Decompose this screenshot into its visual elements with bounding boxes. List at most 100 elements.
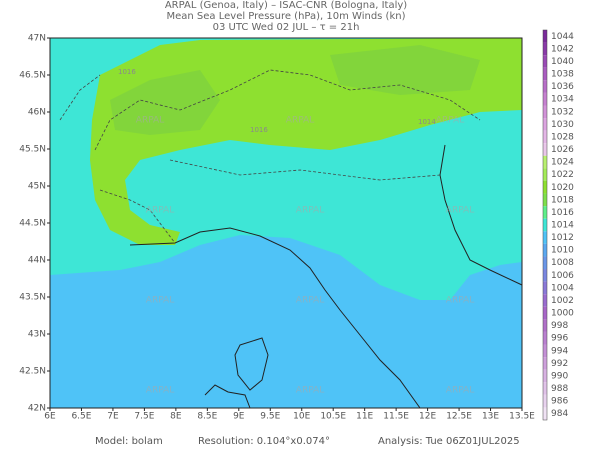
- colorbar-swatch: [543, 55, 547, 68]
- colorbar-frame: [542, 29, 548, 421]
- colorbar-swatch: [543, 344, 547, 358]
- y-tick-label: 42.5N: [19, 367, 46, 377]
- header: ARPAL (Genoa, Italy) – ISAC-CNR (Bologna…: [165, 0, 407, 33]
- x-tick-label: 12.5E: [446, 412, 472, 422]
- colorbar-swatch: [543, 331, 547, 345]
- header-line: ARPAL (Genoa, Italy) – ISAC-CNR (Bologna…: [165, 0, 407, 11]
- colorbar-swatch: [543, 118, 547, 131]
- x-tick-label: 6.5E: [71, 412, 91, 422]
- colorbar-swatch: [543, 92, 547, 106]
- y-tick-label: 43.5N: [19, 293, 46, 303]
- colorbar-swatch: [543, 319, 547, 332]
- colorbar-label: 1030: [551, 120, 574, 130]
- colorbar-label: 1028: [551, 132, 574, 142]
- watermark: ARPAL: [296, 296, 324, 306]
- watermark: ARPAL: [146, 206, 174, 216]
- watermark: ARPAL: [286, 116, 314, 126]
- x-tick-label: 8E: [170, 412, 182, 422]
- y-tick-label: 44.5N: [19, 219, 46, 229]
- x-tick-label: 10.5E: [320, 412, 346, 422]
- x-tick-label: 9.5E: [260, 412, 280, 422]
- colorbar-label: 986: [551, 397, 568, 407]
- colorbar-swatch: [543, 231, 547, 244]
- contour-label: 1016: [250, 126, 268, 134]
- colorbar-label: 1038: [551, 70, 574, 80]
- colorbar-swatch: [543, 281, 547, 295]
- colorbar-label: 988: [551, 384, 568, 394]
- colorbar-swatch: [543, 357, 547, 370]
- x-tick-label: 11.5E: [383, 412, 409, 422]
- watermarks: ARPAL ARPAL ARPAL ARPAL ARPAL ARPAL ARPAL ARPAL…: [136, 116, 474, 396]
- watermark: ARPAL: [146, 386, 174, 396]
- header-line: Mean Sea Level Pressure (hPa), 10m Winds…: [167, 11, 406, 22]
- colorbar-label: 1034: [551, 95, 574, 105]
- high-pressure-core: [110, 45, 480, 135]
- y-tick-label: 43N: [28, 330, 46, 340]
- watermark: ARPAL: [136, 116, 164, 126]
- x-tick-label: 11E: [356, 412, 373, 422]
- colorbar-label: 992: [551, 359, 568, 369]
- colorbar-label: 1006: [551, 271, 574, 281]
- x-tick-label: 9E: [233, 412, 245, 422]
- x-tick-label: 6E: [44, 412, 56, 422]
- colorbar-label: 1014: [551, 221, 574, 231]
- y-tick-label: 45N: [28, 182, 46, 192]
- x-tick-label: 7.5E: [134, 412, 154, 422]
- watermark: ARPAL: [446, 206, 474, 216]
- colorbar-swatch: [543, 67, 547, 81]
- y-tick-label: 44N: [28, 256, 46, 266]
- colorbar-swatch: [543, 130, 547, 144]
- x-tick-label: 10E: [293, 412, 310, 422]
- colorbar-swatch: [543, 256, 547, 270]
- colorbar-label: 1040: [551, 57, 574, 67]
- colorbar-label: 994: [551, 346, 568, 356]
- y-tick-label: 45.5N: [19, 145, 46, 155]
- colorbar-label: 1036: [551, 82, 574, 92]
- colorbar-label: 1024: [551, 158, 574, 168]
- colorbar-swatch: [543, 269, 547, 282]
- x-axis: 6E 6.5E 7E 7.5E 8E 8.5E 9E 9.5E 10E 10.5E 11E 11.5E…: [44, 408, 535, 422]
- y-tick-label: 47N: [28, 34, 46, 44]
- watermark: ARPAL: [446, 386, 474, 396]
- colorbar-label: 1042: [551, 44, 574, 54]
- watermark: ARPAL: [436, 116, 464, 126]
- colorbar-label: 1020: [551, 183, 574, 193]
- x-tick-label: 8.5E: [197, 412, 217, 422]
- colorbar-label: 1018: [551, 195, 574, 205]
- colorbar-swatch: [543, 180, 547, 194]
- colorbar-swatch: [543, 168, 547, 181]
- colorbar-label: 1010: [551, 246, 574, 256]
- colorbar-label: 1022: [551, 170, 574, 180]
- footer-resolution: Resolution: 0.104°x0.074°: [198, 436, 330, 447]
- y-axis: 47N 46.5N 46N 45.5N 45N 44.5N 44N 43.5N 43N 42.5N…: [19, 34, 50, 414]
- colorbar-swatch: [543, 294, 547, 307]
- watermark: ARPAL: [146, 296, 174, 306]
- colorbar-label: 1000: [551, 309, 574, 319]
- colorbar-swatch: [543, 143, 547, 156]
- contour-label: 1016: [118, 68, 136, 76]
- borders: [59, 69, 481, 244]
- footer: Model: bolam Resolution: 0.104°x0.074° A…: [95, 436, 520, 447]
- x-tick-label: 12E: [419, 412, 436, 422]
- footer-model: Model: bolam: [95, 436, 163, 447]
- watermark: ARPAL: [296, 206, 324, 216]
- colorbar-label: 990: [551, 371, 568, 381]
- colorbar-label: 1012: [551, 233, 574, 243]
- x-tick-label: 7E: [107, 412, 119, 422]
- colorbar-label: 1016: [551, 208, 574, 218]
- x-tick-label: 13E: [482, 412, 499, 422]
- colorbar-label: 998: [551, 321, 568, 331]
- colorbar-swatch: [543, 369, 547, 383]
- colorbar-swatch: [543, 407, 547, 420]
- footer-analysis: Analysis: Tue 06Z01JUL2025: [378, 436, 520, 447]
- watermark: ARPAL: [296, 386, 324, 396]
- colorbar-swatch: [543, 193, 547, 207]
- colorbar: 1044 1042 1040 1038 1036 1034 1032 1030 1028 1026…: [542, 29, 574, 421]
- colorbar-label: 984: [551, 409, 568, 419]
- colorbar-swatch: [543, 218, 547, 232]
- colorbar-label: 1026: [551, 145, 574, 155]
- colorbar-swatch: [543, 42, 547, 56]
- colorbar-swatch: [543, 306, 547, 320]
- colorbar-label: 1044: [551, 32, 574, 42]
